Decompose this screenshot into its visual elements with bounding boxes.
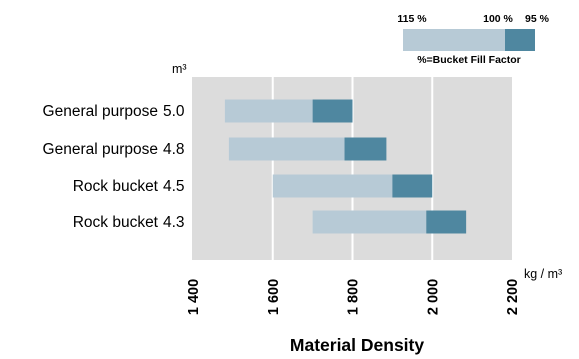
x-tick-label: 1 800 — [346, 279, 362, 315]
bar-segment-100-to-95 — [426, 210, 467, 234]
row-label-name: General purpose — [43, 103, 158, 120]
row-label-name: General purpose — [43, 141, 158, 158]
x-axis-ticks: 1 400 1 600 1 800 2 000 2 200 — [186, 279, 521, 315]
x-tick-label: 1 400 — [186, 279, 202, 315]
bar-segment-115-to-100 — [312, 210, 427, 234]
bar-segment-115-to-100 — [224, 99, 313, 123]
y-unit-label: m³ — [172, 62, 187, 76]
legend-label-115: 115 % — [397, 13, 427, 25]
legend-label-100: 100 % — [483, 13, 513, 25]
row-label-size: 4.8 — [163, 141, 185, 158]
legend-caption: %=Bucket Fill Factor — [417, 54, 521, 66]
bar-segment-100-to-95 — [312, 99, 353, 123]
row-label-size: 4.3 — [163, 214, 185, 231]
x-unit-label: kg / m³ — [524, 267, 562, 281]
legend-swatch-light — [403, 29, 505, 51]
legend-swatch-dark — [505, 29, 535, 51]
row-label-size: 5.0 — [163, 103, 185, 120]
row-label-name: Rock bucket — [73, 214, 159, 231]
bar-segment-100-to-95 — [344, 137, 387, 161]
x-tick-label: 2 000 — [425, 279, 441, 315]
bar-segment-115-to-100 — [228, 137, 345, 161]
x-tick-label: 1 600 — [266, 279, 282, 315]
bars — [224, 99, 467, 234]
x-tick-label: 2 200 — [505, 279, 521, 315]
legend-label-95: 95 % — [525, 13, 550, 25]
x-axis-title: Material Density — [290, 335, 424, 355]
row-labels: General purpose 5.0 General purpose 4.8 Rock… — [43, 103, 185, 231]
bar-segment-100-to-95 — [392, 174, 433, 198]
row-label-name: Rock bucket — [73, 178, 159, 195]
row-label-size: 4.5 — [163, 178, 185, 195]
legend: 115 % 100 % 95 % %=Bucket Fill Factor — [397, 13, 549, 66]
bar-segment-115-to-100 — [272, 174, 393, 198]
